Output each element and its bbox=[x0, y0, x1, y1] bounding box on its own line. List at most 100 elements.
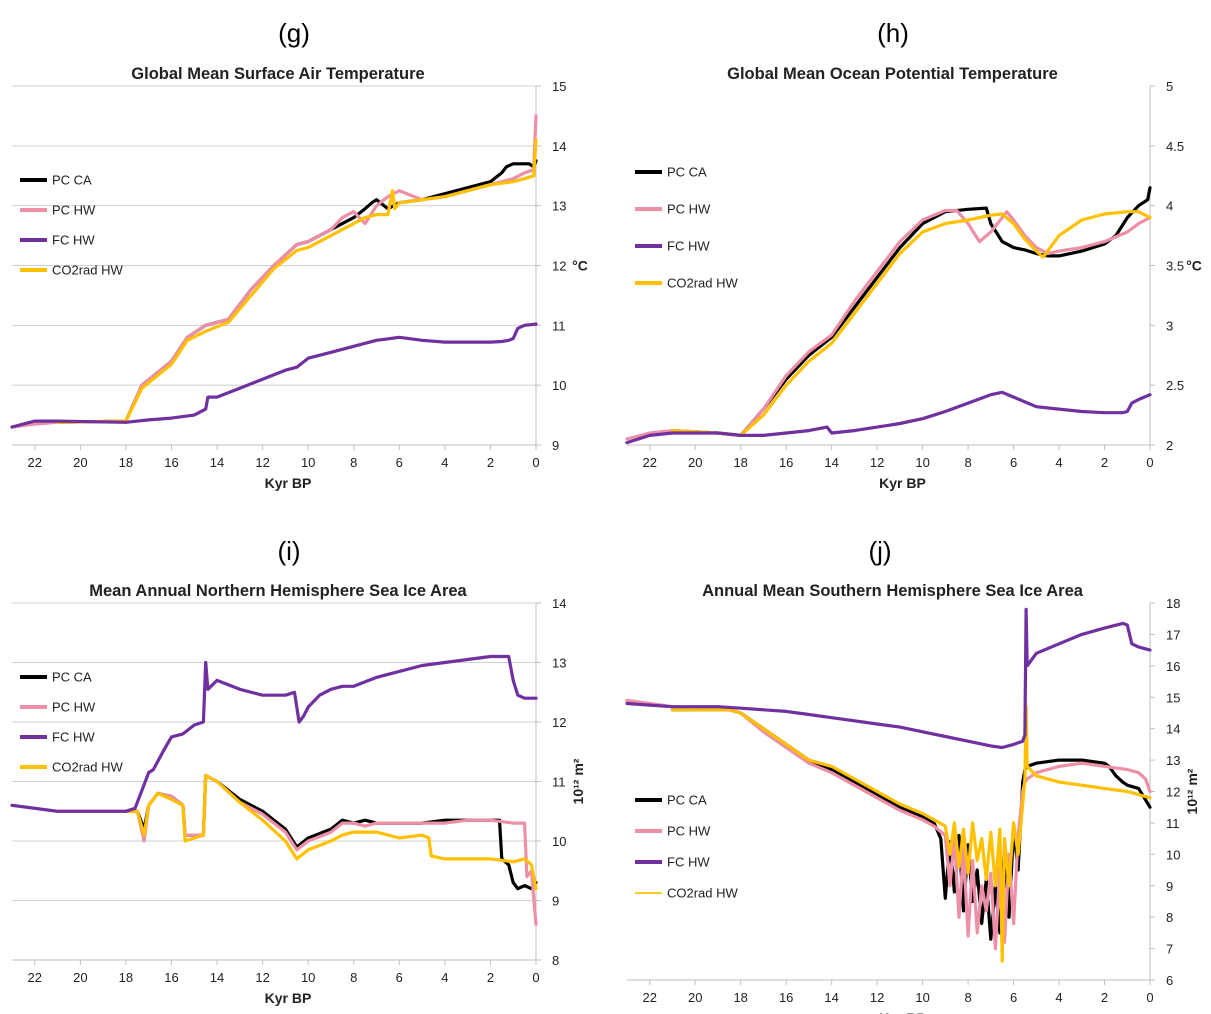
x-tick-label: 2 bbox=[487, 455, 494, 470]
legend-label: PC HW bbox=[667, 202, 711, 217]
chart-panel: (i) Mean Annual Northern Hemisphere Sea I… bbox=[10, 536, 586, 1006]
series-line-fc-hw bbox=[625, 607, 1152, 750]
y-tick-label: 9 bbox=[552, 894, 559, 909]
legend-label: PC CA bbox=[52, 173, 92, 188]
x-tick-label: 22 bbox=[28, 970, 42, 985]
series-line-co2rad-hw bbox=[670, 705, 1152, 963]
y-tick-label: 11 bbox=[552, 318, 566, 333]
x-tick-label: 20 bbox=[688, 455, 702, 470]
y-tick-label: 3 bbox=[1166, 318, 1173, 333]
y-tick-label: 6 bbox=[1166, 973, 1173, 988]
legend: PC CA PC HW FC HW CO2rad HW bbox=[635, 165, 739, 291]
legend-label: CO2rad HW bbox=[52, 263, 124, 278]
series-line-pc-hw bbox=[10, 773, 538, 926]
panel-letter: (j) bbox=[868, 536, 891, 566]
legend: PC CA PC HW FC HW CO2rad HW bbox=[20, 173, 124, 278]
x-tick-label: 4 bbox=[441, 455, 448, 470]
x-tick-label: 6 bbox=[1010, 455, 1017, 470]
legend-label: PC CA bbox=[667, 165, 707, 180]
y-tick-label: 9 bbox=[1166, 879, 1173, 894]
x-tick-label: 16 bbox=[779, 455, 793, 470]
y-tick-label: 13 bbox=[552, 656, 566, 671]
y-tick-label: 5 bbox=[1166, 79, 1173, 94]
x-tick-label: 6 bbox=[1010, 990, 1017, 1005]
y-tick-label: 10 bbox=[552, 834, 566, 849]
chart-panel: (g)Global Mean Surface Air Temperature22… bbox=[10, 18, 588, 491]
x-tick-label: 22 bbox=[28, 455, 42, 470]
x-tick-label: 16 bbox=[779, 990, 793, 1005]
y-tick-label: 14 bbox=[1166, 722, 1180, 737]
x-tick-label: 14 bbox=[210, 455, 224, 470]
y-tick-label: 9 bbox=[552, 438, 559, 453]
legend: PC CA PC HW FC HW CO2rad HW bbox=[20, 670, 124, 775]
x-tick-label: 2 bbox=[487, 970, 494, 985]
legend-label: FC HW bbox=[667, 239, 710, 254]
series-line-pc-ca bbox=[670, 186, 1152, 437]
x-tick-label: 4 bbox=[441, 970, 448, 985]
y-tick-label: 17 bbox=[1166, 627, 1180, 642]
series-line-fc-hw bbox=[10, 322, 538, 429]
y-tick-label: 10 bbox=[552, 378, 566, 393]
y-axis-title: 10¹² m² bbox=[570, 758, 586, 804]
x-tick-label: 22 bbox=[643, 990, 657, 1005]
x-tick-label: 0 bbox=[1146, 990, 1153, 1005]
x-tick-label: 8 bbox=[964, 455, 971, 470]
x-tick-label: 10 bbox=[915, 990, 929, 1005]
series-line-pc-hw bbox=[625, 208, 1152, 441]
y-tick-label: 8 bbox=[552, 953, 559, 968]
panel-letter: (h) bbox=[877, 18, 909, 48]
panel-letter: (i) bbox=[277, 536, 300, 566]
x-tick-label: 4 bbox=[1055, 990, 1062, 1005]
legend-label: PC CA bbox=[667, 793, 707, 808]
legend-label: CO2rad HW bbox=[52, 760, 124, 775]
y-tick-label: 15 bbox=[552, 79, 566, 94]
series-line-co2rad-hw bbox=[670, 210, 1152, 437]
y-tick-label: 4 bbox=[1166, 199, 1173, 214]
legend-label: FC HW bbox=[52, 233, 95, 248]
x-tick-label: 14 bbox=[210, 970, 224, 985]
y-tick-label: 13 bbox=[1166, 753, 1180, 768]
chart-title: Global Mean Surface Air Temperature bbox=[131, 65, 424, 83]
y-tick-label: 2.5 bbox=[1166, 378, 1184, 393]
x-tick-label: 12 bbox=[255, 970, 269, 985]
y-tick-label: 11 bbox=[552, 775, 566, 790]
series-line-fc-hw bbox=[625, 390, 1152, 445]
y-tick-label: 7 bbox=[1166, 942, 1173, 957]
chart-title: Mean Annual Northern Hemisphere Sea Ice … bbox=[89, 582, 467, 600]
x-tick-label: 10 bbox=[301, 970, 315, 985]
x-tick-label: 8 bbox=[350, 970, 357, 985]
series-line-fc-hw bbox=[10, 654, 538, 813]
x-tick-label: 4 bbox=[1055, 455, 1062, 470]
legend-label: FC HW bbox=[52, 730, 95, 745]
series-line-pc-ca bbox=[56, 159, 538, 424]
chart-title: Annual Mean Southern Hemisphere Sea Ice … bbox=[702, 582, 1084, 600]
y-tick-label: 10 bbox=[1166, 847, 1180, 862]
x-tick-label: 14 bbox=[824, 990, 838, 1005]
legend-label: PC HW bbox=[52, 700, 96, 715]
x-tick-label: 0 bbox=[532, 455, 539, 470]
y-tick-label: 14 bbox=[552, 596, 566, 611]
x-axis-title: Kyr BP bbox=[879, 475, 926, 491]
x-tick-label: 16 bbox=[164, 455, 178, 470]
legend: PC CA PC HW FC HW CO2rad HW bbox=[635, 793, 739, 901]
x-tick-label: 8 bbox=[350, 455, 357, 470]
chart-panel: (j) Annual Mean Southern Hemisphere Sea I… bbox=[625, 536, 1200, 1014]
y-tick-label: 12 bbox=[1166, 785, 1180, 800]
x-tick-label: 22 bbox=[643, 455, 657, 470]
y-tick-label: 4.5 bbox=[1166, 139, 1184, 154]
x-tick-label: 8 bbox=[964, 990, 971, 1005]
y-tick-label: 18 bbox=[1166, 596, 1180, 611]
x-tick-label: 18 bbox=[733, 455, 747, 470]
series-line-pc-ca bbox=[670, 708, 1152, 941]
y-tick-label: 14 bbox=[552, 139, 566, 154]
x-tick-label: 16 bbox=[164, 970, 178, 985]
x-tick-label: 12 bbox=[870, 455, 884, 470]
x-tick-label: 6 bbox=[396, 970, 403, 985]
y-tick-label: 12 bbox=[552, 715, 566, 730]
x-tick-label: 10 bbox=[301, 455, 315, 470]
x-tick-label: 18 bbox=[119, 970, 133, 985]
series-line-co2rad-hw bbox=[56, 138, 538, 424]
y-tick-label: 16 bbox=[1166, 659, 1180, 674]
x-tick-label: 0 bbox=[532, 970, 539, 985]
